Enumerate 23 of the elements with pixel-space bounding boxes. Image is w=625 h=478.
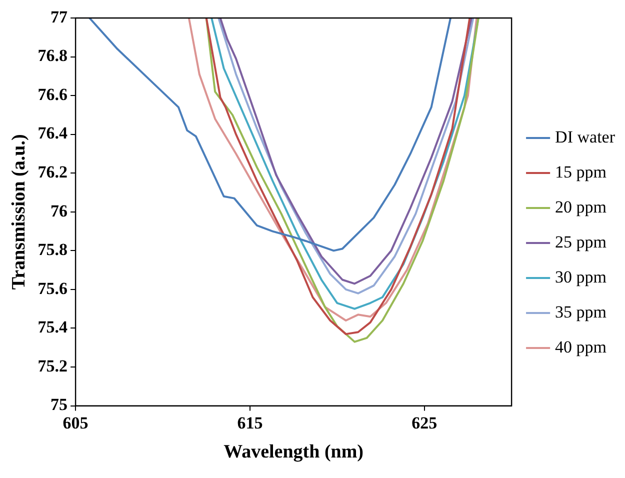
x-tick-label: 625 — [412, 413, 438, 432]
y-tick-label: 76.2 — [38, 162, 68, 182]
y-tick-label: 75 — [50, 395, 68, 414]
legend-label: 30 ppm — [555, 267, 607, 286]
y-axis-title: Transmission (a.u.) — [8, 134, 30, 290]
legend-label: 35 ppm — [555, 302, 607, 322]
y-tick-label: 76.8 — [38, 46, 68, 66]
y-tick-label: 77 — [50, 7, 68, 26]
y-tick-label: 76.4 — [38, 124, 68, 143]
y-tick-label: 75.8 — [38, 240, 68, 260]
y-tick-label: 76 — [50, 201, 68, 220]
legend-label: 25 ppm — [555, 232, 607, 252]
x-axis-title: Wavelength (nm) — [224, 442, 364, 463]
y-tick-label: 75.4 — [38, 318, 68, 337]
x-tick-label: 615 — [237, 413, 263, 432]
legend-label: 15 ppm — [555, 162, 607, 182]
y-tick-label: 75.6 — [38, 278, 68, 298]
legend-label: 20 ppm — [555, 197, 607, 216]
x-tick-label: 605 — [62, 413, 88, 432]
legend-label: DI water — [555, 127, 616, 146]
legend-label: 40 ppm — [555, 337, 607, 356]
y-tick-label: 75.2 — [38, 356, 68, 376]
y-tick-label: 76.6 — [38, 84, 68, 104]
